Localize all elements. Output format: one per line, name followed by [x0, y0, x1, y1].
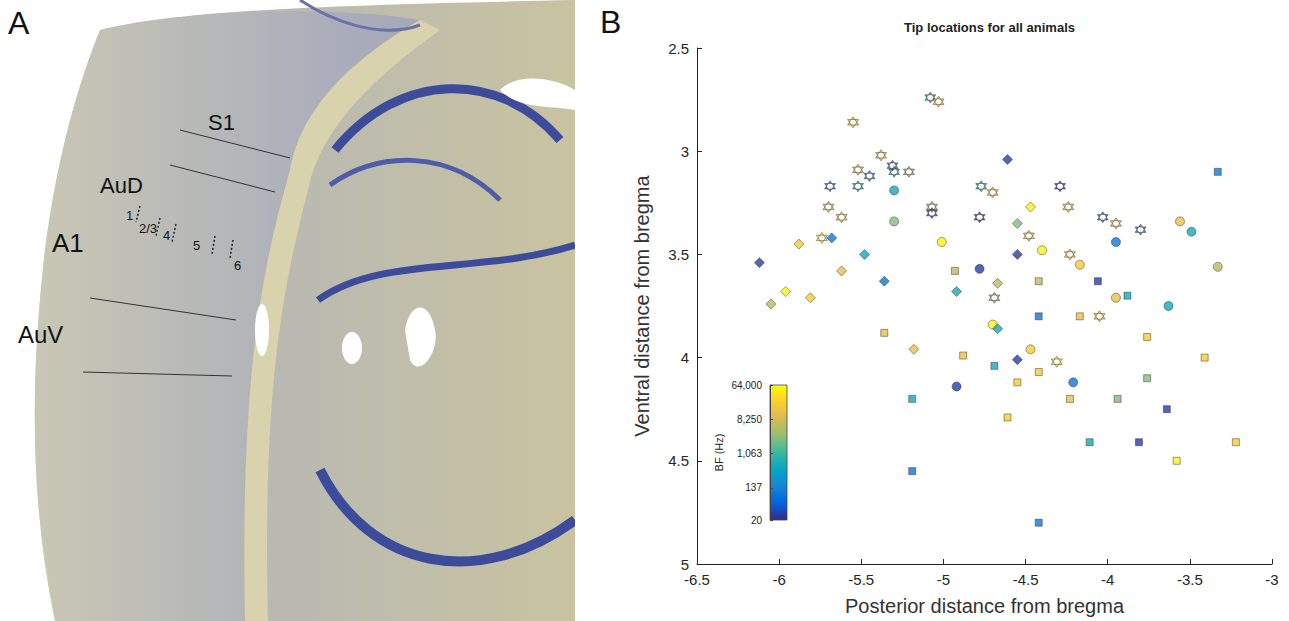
svg-text:AuD: AuD [100, 173, 143, 198]
svg-text:A1: A1 [52, 228, 84, 258]
svg-text:-5.5: -5.5 [848, 571, 874, 588]
svg-text:S1: S1 [208, 110, 235, 135]
svg-text:5: 5 [681, 556, 689, 573]
svg-text:5: 5 [193, 238, 200, 253]
svg-text:4: 4 [681, 349, 689, 366]
svg-text:-6: -6 [772, 571, 785, 588]
svg-text:-6.5: -6.5 [684, 571, 710, 588]
svg-text:A: A [8, 5, 30, 41]
svg-text:BF (Hz): BF (Hz) [713, 434, 725, 472]
svg-text:2.5: 2.5 [668, 40, 689, 57]
svg-text:6: 6 [234, 258, 241, 273]
svg-text:-5: -5 [937, 571, 950, 588]
svg-text:-4.5: -4.5 [1013, 571, 1039, 588]
svg-text:2/3: 2/3 [139, 221, 157, 236]
svg-text:B: B [600, 4, 621, 40]
svg-text:-3.5: -3.5 [1177, 571, 1203, 588]
svg-text:-4: -4 [1101, 571, 1114, 588]
svg-text:AuV: AuV [18, 321, 63, 348]
svg-text:3.5: 3.5 [668, 246, 689, 263]
svg-text:-3: -3 [1265, 571, 1278, 588]
svg-text:4.5: 4.5 [668, 452, 689, 469]
svg-text:1: 1 [126, 208, 133, 223]
svg-text:Ventral distance from bregma: Ventral distance from bregma [631, 175, 653, 437]
svg-text:137: 137 [745, 482, 762, 493]
svg-text:64,000: 64,000 [731, 380, 762, 391]
svg-text:20: 20 [751, 515, 763, 526]
svg-text:1,063: 1,063 [737, 448, 762, 459]
svg-text:Tip locations for all animals: Tip locations for all animals [904, 20, 1075, 35]
svg-text:8,250: 8,250 [737, 414, 762, 425]
svg-text:Posterior distance from bregma: Posterior distance from bregma [845, 595, 1125, 617]
svg-text:3: 3 [681, 143, 689, 160]
svg-text:4: 4 [163, 228, 170, 243]
